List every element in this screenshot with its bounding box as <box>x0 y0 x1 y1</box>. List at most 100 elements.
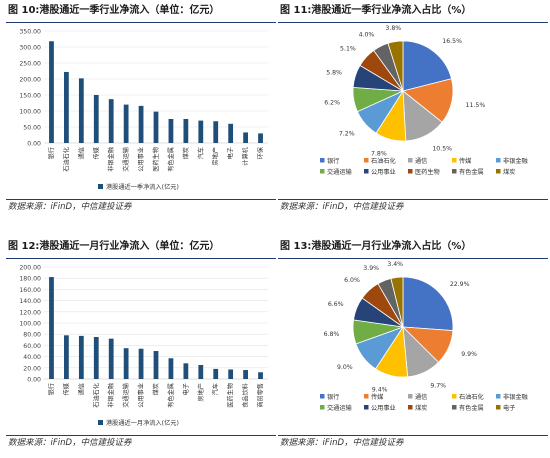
legend-swatch <box>98 420 103 425</box>
bar <box>183 119 189 143</box>
x-tick-label: 交通运输 <box>122 382 130 408</box>
x-tick-label: 非银金融 <box>107 383 115 408</box>
bar <box>168 119 174 143</box>
x-tick-label: 通信 <box>77 147 85 159</box>
y-tick-label: 50.00 <box>23 125 41 132</box>
legend-swatch <box>364 405 369 410</box>
bar <box>183 363 189 379</box>
figure-11-title: 图 11:港股通近一季行业净流入占比（%） <box>278 0 548 23</box>
figure-10-panel: 图 10:港股通近一季行业净流入（单位：亿元） 0.00 50.00 100.00 1… <box>6 0 276 214</box>
y-tick-label: 160.00 <box>19 287 41 294</box>
pie-data-label: 7.8% <box>371 150 387 157</box>
legend-label: 电子 <box>503 404 515 412</box>
legend-label: 有色金属 <box>459 404 484 412</box>
bar <box>213 121 219 143</box>
x-tick-label: 医药生物 <box>152 147 160 172</box>
y-tick-label: 80.00 <box>23 332 41 339</box>
x-tick-label: 汽车 <box>197 147 205 159</box>
pie-data-label: 5.1% <box>340 45 356 52</box>
pie-data-label: 9.4% <box>372 387 388 394</box>
legend-swatch <box>452 405 457 410</box>
x-tick-label: 房地产 <box>212 147 220 166</box>
figure-13-pie-chart: 22.9% 9.9% 9.7% 9.4% 9.0% 6.8% 6.6% 6.0%3.9% 3.4… <box>320 261 528 412</box>
bar <box>64 335 69 379</box>
legend-swatch <box>320 158 325 163</box>
x-tick-label: 石油石化 <box>62 147 70 172</box>
x-tick-label: 传媒 <box>62 382 70 395</box>
pie-data-label: 9.0% <box>337 364 353 371</box>
figure-11-source: 数据来源：iFinD，中信建投证券 <box>278 199 548 214</box>
legend-swatch <box>496 158 501 163</box>
pie-data-label: 10.5% <box>432 145 452 152</box>
legend-label: 交通运输 <box>327 404 353 412</box>
legend-label: 传媒 <box>371 393 384 401</box>
pie-data-label: 5.8% <box>326 69 342 76</box>
x-tick-label: 公用事业 <box>137 383 145 408</box>
x-tick-label: 环保 <box>257 146 265 159</box>
y-tick-label: 250.00 <box>19 61 41 68</box>
pie-slice <box>402 276 454 332</box>
bar <box>123 348 129 379</box>
legend-swatch <box>452 158 457 163</box>
legend-label: 有色金属 <box>459 168 484 176</box>
x-tick-label: 银行 <box>47 383 55 395</box>
legend-label: 非银金融 <box>503 393 528 401</box>
pie-data-label: 6.6% <box>328 301 344 308</box>
legend-swatch <box>320 405 325 410</box>
bar <box>258 133 263 143</box>
legend-swatch <box>452 169 457 174</box>
bar <box>49 41 54 143</box>
legend-swatch <box>364 158 369 163</box>
legend-label: 医药生物 <box>415 168 440 176</box>
legend-label: 石油石化 <box>459 393 484 401</box>
legend-label: 煤炭 <box>503 168 515 176</box>
figure-10-title: 图 10:港股通近一季行业净流入（单位：亿元） <box>6 0 276 23</box>
figure-10-source: 数据来源：iFinD，中信建投证券 <box>6 199 276 214</box>
x-tick-label: 房地产 <box>197 383 205 402</box>
x-tick-label: 非银金融 <box>107 147 115 172</box>
legend-swatch <box>452 394 457 399</box>
figure-12-source: 数据来源：iFinD，中信建投证券 <box>6 435 276 450</box>
bar <box>93 337 99 379</box>
legend-swatch <box>320 394 325 399</box>
y-tick-label: 0.00 <box>27 141 41 148</box>
pie-data-label: 3.4% <box>387 261 403 268</box>
x-tick-label: 煤炭 <box>152 383 160 395</box>
y-tick-label: 40.00 <box>23 354 41 361</box>
y-tick-label: 60.00 <box>23 343 41 350</box>
figure-13-source: 数据来源：iFinD，中信建投证券 <box>278 435 548 450</box>
legend-label: 公用事业 <box>371 168 396 176</box>
x-tick-label: 石油石化 <box>92 383 100 408</box>
pie-slice <box>387 40 404 92</box>
pie-data-label: 6.8% <box>324 331 340 338</box>
figure-13-panel: 图 13:港股通近一月行业净流入占比（%） 22.9% 9.9% 9.7% 9.4% 9… <box>278 236 548 450</box>
legend-label: 港股通近一季净流入(亿元) <box>106 183 179 191</box>
legend-swatch <box>364 169 369 174</box>
pie-data-label: 6.0% <box>344 277 360 284</box>
x-tick-label: 有色金属 <box>167 147 175 172</box>
bar <box>64 71 69 143</box>
figure-11-pie-chart: 16.5% 11.5% 10.5% 7.8% 7.2% 6.2% 5.8% 5.1%4.0% 3… <box>320 25 528 176</box>
bar <box>138 348 144 379</box>
pie-data-label: 3.9% <box>363 265 379 272</box>
legend-label: 银行 <box>327 393 339 401</box>
bar <box>198 120 204 143</box>
bar <box>78 78 84 143</box>
legend-swatch <box>496 169 501 174</box>
legend-label: 传媒 <box>459 157 472 165</box>
x-tick-label: 汽车 <box>212 383 220 395</box>
figure-10-bar-chart: 0.00 50.00 100.00 150.00 200.00 250.00 300.00 3… <box>19 29 268 191</box>
bar <box>49 277 54 379</box>
bar <box>78 335 84 379</box>
figure-12-title: 图 12:港股通近一月行业净流入（单位：亿元） <box>6 236 276 259</box>
legend-swatch <box>408 158 413 163</box>
legend-swatch <box>364 394 369 399</box>
figure-12-panel: 图 12:港股通近一月行业净流入（单位：亿元） 0.00 20.00 40.00 60… <box>6 236 276 450</box>
y-tick-label: 100.00 <box>19 321 41 328</box>
pie-data-label: 22.9% <box>450 281 470 288</box>
legend-swatch <box>496 394 501 399</box>
bar <box>243 370 248 379</box>
bar <box>228 369 234 379</box>
x-tick-label: 传媒 <box>92 146 100 159</box>
bar <box>153 351 159 379</box>
